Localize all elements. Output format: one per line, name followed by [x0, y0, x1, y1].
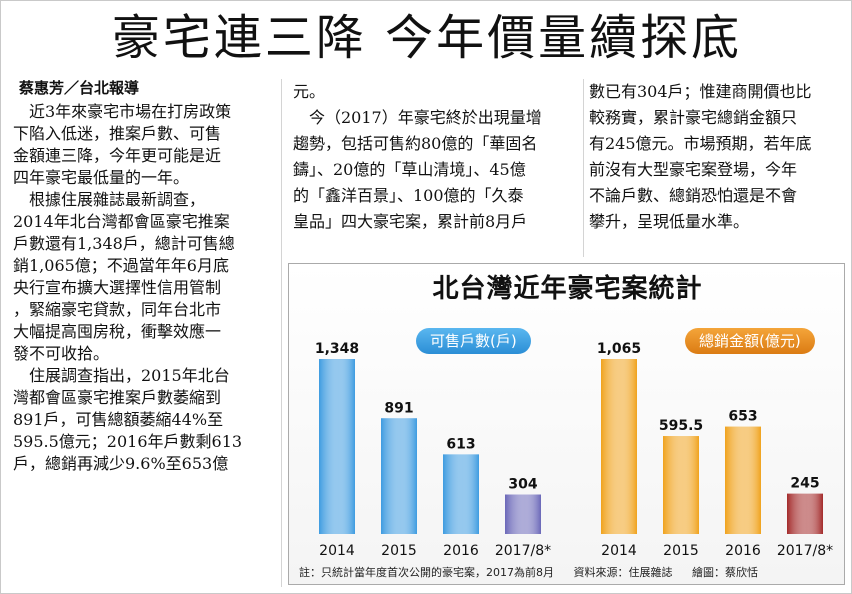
bar-highlight: [319, 359, 355, 534]
chart-panel: 北台灣近年豪宅案統計 可售戶數(戶) 總銷金額(億元) 1,348 2014 891…: [288, 263, 845, 585]
category-label: 2016: [725, 543, 761, 559]
text-line: 灣都會區豪宅推案戶數萎縮到: [13, 388, 222, 407]
text-line: 不論戶數、總銷恐怕還是不會: [589, 186, 798, 205]
column-divider: [583, 79, 584, 257]
text-line: 鑄」、20億的「草山清境」、45億: [293, 160, 526, 179]
bar-charts: 1,348 2014 891 2015 613 2016 304 2017/8* 1,065 20…: [315, 341, 833, 559]
category-label: 2017/8*: [495, 543, 551, 559]
text-line: 四年豪宅最低量的一年。: [13, 168, 190, 187]
category-label: 2015: [663, 543, 699, 559]
sales-chart-label: 總銷金額(億元): [685, 328, 815, 354]
text-line: 央行宣布擴大選擇性信用管制: [13, 278, 222, 297]
bar-highlight: [505, 494, 541, 534]
bar-value-label: 1,348: [315, 341, 359, 357]
units-chart-label: 可售戶數(戶): [416, 328, 531, 354]
text-line: 大幅提高囤房稅，衝擊效應一: [13, 322, 222, 341]
text-line: ，緊縮豪宅貸款，同年台北市: [13, 300, 222, 319]
chart-note: 註：只統計當年度首次公開的豪宅案，2017為前8月: [299, 566, 554, 579]
chart-credit: 繪圖：蔡欣恬: [692, 566, 758, 579]
text-line: 近3年來豪宅市場在打房政策: [13, 102, 232, 121]
category-label: 2015: [381, 543, 417, 559]
text-line: 較務實，累計豪宅總銷金額只: [589, 108, 798, 127]
text-line: 金額連三降，今年更可能是近: [13, 146, 222, 165]
text-line: 皇品」四大豪宅案，累計前8月戶: [293, 212, 528, 231]
bar-value-label: 595.5: [659, 418, 703, 434]
bar-highlight: [663, 436, 699, 534]
text-line: 住展調查指出，2015年北台: [13, 366, 230, 385]
text-line: 2014年北台灣都會區豪宅推案: [13, 212, 230, 231]
bar-value-label: 653: [728, 409, 757, 425]
bar-value-label: 1,065: [597, 341, 641, 357]
category-label: 2016: [443, 543, 479, 559]
text-line: 元。: [293, 82, 326, 101]
category-label: 2014: [601, 543, 637, 559]
text-line: 下陷入低迷，推案戶數、可售: [13, 124, 222, 143]
bar-value-label: 304: [508, 477, 537, 493]
text-line: 趨勢，包括可售約80億的「華固名: [293, 134, 538, 153]
article-column-1: 近3年來豪宅市場在打房政策 下陷入低迷，推案戶數、可售 金額連三降，今年更可能是近四…: [13, 101, 275, 475]
column-divider: [281, 79, 282, 587]
chart-source: 資料來源：住展雜誌: [573, 566, 673, 579]
text-line: 銷1,065億；不過當年年6月底: [13, 256, 229, 275]
text-line: 戶數還有1,348戶，總計可售總: [13, 234, 235, 253]
bar-value-label: 891: [384, 400, 413, 416]
bar-highlight: [443, 454, 479, 534]
byline: 蔡惠芳／台北報導: [19, 79, 140, 97]
category-label: 2017/8*: [777, 543, 833, 559]
text-line: 攀升，呈現低量水準。: [589, 212, 750, 231]
text-line: 有245億元。市場預期，若年底: [589, 134, 812, 153]
article-column-3: 數已有304戶；惟建商開價也比 較務實，累計豪宅總銷金額只 有245億元。市場預期，…: [589, 79, 851, 235]
bar-highlight: [601, 359, 637, 534]
bar-highlight: [725, 426, 761, 534]
bar-value-label: 245: [790, 476, 819, 492]
chart-title: 北台灣近年豪宅案統計: [432, 274, 703, 304]
text-line: 根據住展雜誌最新調查，: [13, 190, 206, 209]
bar-highlight: [381, 418, 417, 534]
text-line: 的「鑫洋百景」、100億的「久泰: [293, 186, 524, 205]
category-label: 2014: [319, 543, 355, 559]
text-line: 數已有304戶；惟建商開價也比: [589, 82, 812, 101]
text-line: 595.5億元；2016年戶數剩613: [13, 432, 243, 451]
text-line: 發不可收拾。: [13, 344, 110, 363]
headline: 豪宅連三降 今年價量續探底: [111, 10, 743, 66]
text-line: 前沒有大型豪宅案登場，今年: [589, 160, 798, 179]
article-column-2: 元。 今（2017）年豪宅終於出現量增 趨勢，包括可售約80億的「華固名 鑄」、20…: [293, 79, 583, 235]
chart-footnote: 註：只統計當年度首次公開的豪宅案，2017為前8月 資料來源：住展雜誌 繪圖：蔡…: [299, 564, 839, 580]
text-line: 891戶，可售總額萎縮44%至: [13, 410, 224, 429]
text-line: 戶，總銷再減少9.6%至653億: [13, 454, 229, 473]
text-line: 今（2017）年豪宅終於出現量增: [293, 108, 542, 127]
bar-highlight: [787, 493, 823, 534]
bar-value-label: 613: [446, 436, 475, 452]
